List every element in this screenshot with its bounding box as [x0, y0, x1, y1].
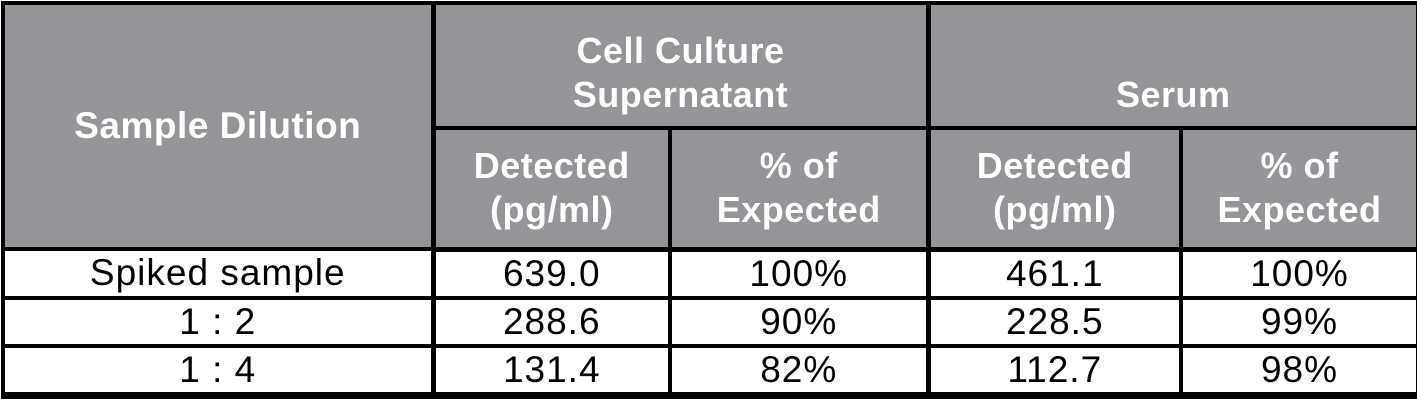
- table-row-spiked-sample: Spiked sample 639.0 100% 461.1 100%: [1, 247, 1417, 300]
- cell-ccs-detected: 639.0: [431, 247, 672, 300]
- table-row-1-2: 1 : 2 288.6 90% 228.5 99%: [1, 295, 1417, 348]
- cell-ccs-percent: 90%: [668, 295, 931, 348]
- cell-ccs-detected: 288.6: [431, 295, 672, 348]
- linearity-of-dilution-table: Sample Dilution Cell Culture Supernatant…: [1, 1, 1417, 399]
- header-sample-dilution: Sample Dilution: [1, 1, 436, 251]
- subheader-ccs-percent-expected: % of Expected: [668, 126, 931, 252]
- cell-serum-percent: 100%: [1178, 247, 1417, 300]
- subheader-ccs-detected: Detected (pg/ml): [431, 126, 672, 252]
- header-serum: Serum: [925, 1, 1417, 130]
- cell-serum-detected: 228.5: [926, 295, 1183, 348]
- cell-serum-detected: 461.1: [926, 247, 1183, 300]
- cell-ccs-percent: 82%: [668, 343, 931, 399]
- subheader-serum-detected: Detected (pg/ml): [926, 126, 1183, 252]
- cell-dilution: 1 : 4: [1, 343, 436, 399]
- cell-serum-detected: 112.7: [926, 343, 1183, 399]
- cell-serum-percent: 99%: [1178, 295, 1417, 348]
- group-header-row: Sample Dilution Cell Culture Supernatant…: [1, 1, 1417, 251]
- cell-serum-percent: 98%: [1178, 343, 1417, 399]
- table-row-1-4: 1 : 4 131.4 82% 112.7 98%: [1, 343, 1417, 399]
- sub-header-row: Detected (pg/ml) % of Expected Detected …: [3, 126, 1417, 252]
- header-cell-culture-supernatant: Cell Culture Supernatant: [431, 1, 931, 130]
- cell-ccs-percent: 100%: [668, 247, 931, 300]
- cell-ccs-detected: 131.4: [431, 343, 672, 399]
- subheader-serum-percent-expected: % of Expected: [1178, 126, 1417, 252]
- cell-dilution: Spiked sample: [1, 247, 436, 300]
- cell-dilution: 1 : 2: [1, 295, 436, 348]
